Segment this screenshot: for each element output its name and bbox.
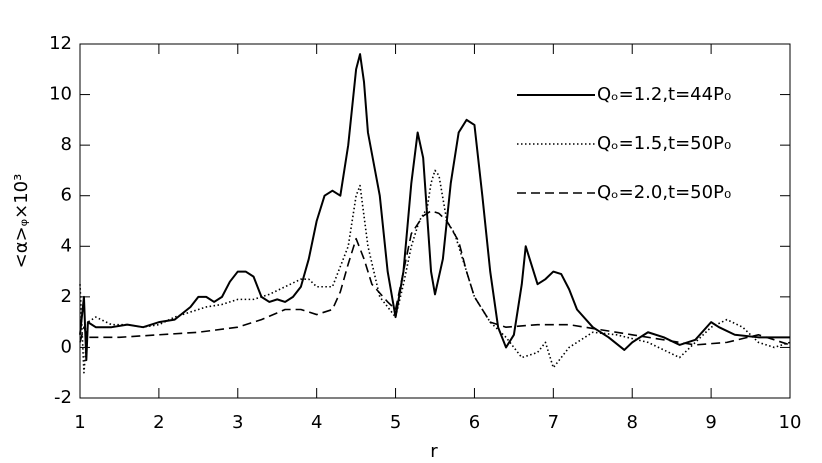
y-tick-label: 0: [61, 336, 72, 357]
y-tick-label: 10: [49, 84, 72, 105]
y-tick-label: 8: [61, 134, 72, 155]
y-tick-label: -2: [54, 387, 72, 408]
legend-label: Qₒ=2.0,t=50P₀: [597, 182, 731, 203]
x-tick-label: 6: [469, 412, 480, 433]
x-tick-label: 3: [232, 412, 243, 433]
x-tick-label: 7: [548, 412, 559, 433]
x-tick-label: 10: [779, 412, 802, 433]
y-tick-label: 2: [61, 286, 72, 307]
y-tick-label: 6: [61, 185, 72, 206]
legend-label: Qₒ=1.2,t=44P₀: [597, 84, 731, 105]
x-tick-label: 1: [74, 412, 85, 433]
x-tick-label: 4: [311, 412, 322, 433]
x-tick-label: 2: [153, 412, 164, 433]
y-axis-label: <α>ᵩ×10³: [11, 174, 32, 269]
legend-label: Qₒ=1.5,t=50P₀: [597, 133, 731, 154]
y-tick-label: 4: [61, 235, 72, 256]
x-tick-label: 9: [705, 412, 716, 433]
x-tick-label: 5: [390, 412, 401, 433]
data-line: [79, 169, 791, 374]
plot-frame: [79, 43, 791, 399]
y-tick-label: 12: [49, 33, 72, 54]
x-axis-label: r: [430, 441, 438, 462]
x-tick-label: 8: [626, 412, 637, 433]
data-line: [79, 210, 791, 346]
